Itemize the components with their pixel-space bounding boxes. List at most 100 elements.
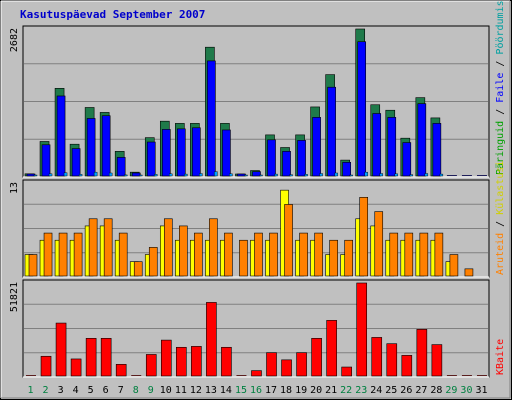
x-label-day-16: 16 (250, 385, 262, 396)
bar-pages-day-13 (214, 171, 218, 177)
x-label-day-7: 7 (118, 385, 124, 396)
chart-title: Kasutuspäevad September 2007 (20, 8, 205, 21)
bar-pages-day-10 (169, 173, 173, 177)
x-label-day-30: 30 (460, 385, 472, 396)
x-label-day-5: 5 (88, 385, 94, 396)
bar-pages-day-8 (139, 174, 143, 177)
bar-pages-day-9 (154, 174, 158, 177)
bar-sites-day-23 (359, 197, 369, 277)
bar-pages-day-23 (364, 171, 368, 177)
bar-files-day-26 (402, 142, 412, 177)
bar-pages-day-5 (93, 171, 98, 177)
bar-kbytes-day-2 (40, 355, 52, 377)
bar-sites-day-27 (419, 232, 429, 277)
x-label-day-9: 9 (148, 385, 154, 396)
bar-pages-day-26 (409, 174, 414, 177)
legend-top-group: Päringuid / Faile / Pöördumisi (495, 0, 506, 175)
x-label-day-8: 8 (133, 385, 139, 396)
bar-pages-day-28 (439, 173, 444, 177)
bar-kbytes-day-18 (281, 359, 292, 377)
bar-pages-day-25 (394, 173, 398, 177)
x-label-day-2: 2 (43, 385, 49, 396)
bar-files-day-23 (357, 41, 367, 177)
x-axis-day-labels: 1 2 3 4 5 6 7 8 9 10 11 12 13 14 15 16 17 18 19 20 21 22 23 24 2… (28, 385, 488, 396)
x-label-day-28: 28 (430, 385, 442, 396)
x-label-day-12: 12 (190, 385, 202, 396)
x-label-day-24: 24 (370, 385, 382, 396)
legend-separator: / (495, 55, 506, 73)
x-label-day-20: 20 (310, 385, 322, 396)
bar-sites-day-1 (28, 254, 38, 277)
bar-sites-day-17 (269, 232, 278, 277)
bar-files-day-9 (146, 141, 156, 177)
x-label-day-3: 3 (58, 385, 64, 396)
legend-entry-p-ringuid: Päringuid (495, 121, 506, 175)
bar-sites-day-13 (209, 218, 218, 277)
bar-sites-day-26 (404, 232, 414, 277)
bar-sites-day-11 (179, 225, 188, 277)
bar-pages-day-18 (289, 174, 293, 177)
x-label-day-14: 14 (220, 385, 232, 396)
x-label-day-19: 19 (295, 385, 307, 396)
bar-files-day-19 (297, 140, 306, 177)
bar-kbytes-day-9 (145, 354, 157, 377)
bar-kbytes-day-17 (266, 352, 277, 377)
bar-sites-day-5 (88, 218, 98, 277)
x-label-day-15: 15 (235, 385, 247, 396)
bar-files-day-7 (116, 157, 126, 177)
y-axis-max-labels: 2682 13 51821 (9, 28, 20, 312)
legend-entry-k-lastusi: Külastusi (495, 161, 506, 215)
bar-sites-day-10 (163, 218, 173, 277)
legend-entry-aruteid: Aruteid (495, 233, 506, 275)
bar-pages-day-6 (108, 172, 113, 177)
legend-separator: / (495, 215, 506, 233)
x-label-day-23: 23 (355, 385, 367, 396)
bar-empty-day-30 (461, 175, 472, 176)
x-label-day-21: 21 (325, 385, 337, 396)
bar-sites-day-22 (344, 239, 353, 277)
bar-kbytes-day-23 (356, 282, 368, 377)
bar-sites-day-4 (73, 232, 83, 277)
bar-sites-day-15 (239, 239, 248, 277)
bar-sites-day-29 (449, 254, 459, 277)
bar-pages-day-2 (48, 173, 53, 177)
x-label-day-25: 25 (385, 385, 397, 396)
x-label-day-11: 11 (175, 385, 187, 396)
bar-files-day-27 (417, 103, 427, 177)
legend-bottom: KBaite (495, 339, 506, 375)
x-label-day-29: 29 (445, 385, 457, 396)
bar-kbytes-day-6 (100, 338, 112, 377)
bar-pages-day-21 (334, 172, 338, 177)
x-label-day-22: 22 (340, 385, 352, 396)
bar-files-day-8 (131, 172, 141, 177)
bar-sites-day-20 (314, 232, 323, 277)
bar-pages-day-19 (304, 174, 308, 177)
bar-sites-day-6 (103, 218, 113, 277)
legend-middle: Aruteid / Külastusi (495, 161, 506, 275)
bar-sites-day-8 (133, 261, 143, 277)
bar-kbytes-empty-day-31 (476, 375, 487, 376)
bar-files-day-16 (252, 171, 261, 177)
bar-pages-day-11 (184, 173, 188, 177)
bar-pages-day-27 (424, 173, 429, 177)
bar-kbytes-day-19 (296, 352, 307, 377)
bar-sites-day-28 (434, 232, 444, 277)
bar-sites-day-9 (148, 247, 158, 277)
bar-sites-day-16 (254, 232, 263, 277)
bar-kbytes-day-3 (55, 322, 67, 377)
bar-kbytes-day-20 (311, 338, 322, 377)
legend-entry-faile: Faile (495, 73, 506, 103)
bar-sites-day-3 (58, 232, 68, 277)
bar-kbytes-empty-day-15 (236, 375, 247, 376)
bar-kbytes-day-28 (431, 344, 443, 377)
bar-files-day-21 (327, 86, 336, 177)
bar-kbytes-day-27 (416, 329, 428, 377)
bar-sites-day-7 (118, 232, 128, 277)
bar-empty-day-31 (476, 175, 487, 176)
legend-bottom-group: KBaite (495, 339, 506, 375)
bar-files-day-17 (267, 139, 276, 177)
legend-separator: / (495, 103, 506, 121)
bar-pages-day-12 (199, 173, 203, 177)
x-label-day-13: 13 (205, 385, 217, 396)
